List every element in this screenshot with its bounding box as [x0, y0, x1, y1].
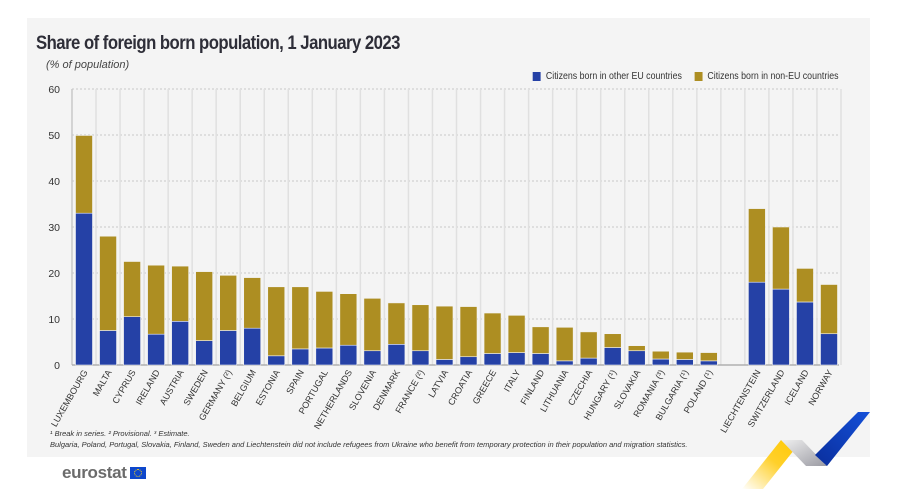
bar-non-eu [291, 286, 310, 350]
bar-eu [676, 359, 694, 366]
bar-non-eu [651, 350, 670, 360]
x-tick-label: MALTA [91, 368, 114, 398]
legend-label-eu: Citizens born in other EU countries [545, 71, 682, 82]
legend: Citizens born in other EU countries Citi… [532, 71, 838, 82]
bar-eu [99, 330, 117, 366]
bar-eu [748, 281, 766, 366]
bar-eu [531, 353, 550, 366]
bar-eu [627, 350, 646, 366]
bar-eu [75, 212, 93, 366]
bar-eu [435, 359, 454, 366]
bar-non-eu [171, 265, 189, 322]
bar-non-eu [435, 305, 454, 360]
y-tick-label: 0 [54, 360, 60, 372]
bar-eu [291, 348, 310, 366]
bar-non-eu [339, 293, 358, 346]
bar-non-eu [459, 306, 478, 358]
bar-eu [267, 355, 286, 366]
footnote-line-1: ¹ Break in series. ² Provisional. ³ Esti… [50, 429, 190, 438]
x-tick-label: LUXEMBOURG [49, 368, 90, 428]
footnote-line-2: Bulgaria, Poland, Portugal, Slovakia, Fi… [50, 440, 688, 449]
bar-non-eu [243, 277, 262, 329]
bar-eu [603, 347, 622, 366]
bar-eu [411, 350, 430, 366]
bar-non-eu [363, 297, 382, 352]
bar-eu [195, 340, 213, 366]
bar-eu [459, 356, 478, 366]
bar-non-eu [483, 312, 502, 354]
bar-eu [147, 333, 165, 366]
bar-eu [387, 343, 406, 366]
bar-non-eu [75, 135, 93, 214]
bar-non-eu [603, 333, 622, 348]
y-tick-label: 50 [48, 130, 60, 142]
bar-non-eu [99, 235, 117, 331]
bar-non-eu [219, 274, 237, 331]
y-tick-label: 10 [48, 314, 60, 326]
bar-non-eu [195, 271, 213, 341]
bar-eu [796, 301, 814, 366]
bar-eu [123, 316, 141, 366]
bar-non-eu [555, 326, 574, 362]
bar-eu [772, 288, 790, 366]
x-tick-label: NORWAY [806, 368, 834, 407]
y-tick-label: 40 [48, 176, 60, 188]
bar-eu [363, 350, 382, 366]
bar-eu [483, 353, 502, 366]
x-tick-label: ITALY [502, 368, 523, 394]
eu-flag-icon [129, 467, 146, 479]
legend-swatch-non-eu [693, 72, 702, 81]
bar-non-eu [748, 208, 766, 283]
eurostat-logo[interactable]: eurostat [62, 463, 146, 483]
legend-item-eu[interactable]: Citizens born in other EU countries [532, 71, 681, 82]
bar-eu [820, 333, 838, 366]
bar-eu [315, 347, 334, 366]
bar-non-eu [820, 284, 838, 335]
bar-non-eu [772, 226, 790, 290]
y-tick-label: 20 [48, 268, 60, 280]
logo-text: eurostat [62, 463, 127, 482]
bar-eu [651, 358, 670, 366]
bar-eu [339, 344, 358, 366]
bar-non-eu [796, 268, 814, 303]
bar-non-eu [267, 286, 286, 357]
footnotes: ¹ Break in series. ² Provisional. ³ Esti… [50, 428, 687, 450]
bar-non-eu [676, 351, 694, 360]
bar-non-eu [507, 315, 526, 353]
bar-non-eu [531, 326, 550, 354]
legend-swatch-eu [532, 72, 541, 81]
legend-label-non-eu: Citizens born in non-EU countries [706, 71, 838, 82]
bar-eu [219, 330, 237, 366]
chart-title: Share of foreign born population, 1 Janu… [36, 33, 400, 54]
bar-eu [700, 360, 718, 366]
x-tick-label: LATVIA [426, 368, 450, 399]
bar-non-eu [579, 331, 598, 359]
bar-eu [507, 352, 526, 366]
x-tick-label: ESTONIA [254, 368, 282, 407]
bar-non-eu [700, 352, 718, 362]
bar-non-eu [387, 302, 406, 345]
bar-non-eu [147, 264, 165, 335]
x-tick-label: GREECE [471, 368, 499, 406]
bar-non-eu [315, 291, 334, 349]
x-tick-label: SPAIN [284, 368, 306, 396]
bar-eu [243, 327, 262, 366]
y-tick-label: 60 [48, 84, 60, 96]
bar-eu [555, 360, 574, 366]
chart-subtitle: (% of population) [46, 59, 130, 71]
bar-non-eu [123, 261, 141, 318]
bar-eu [171, 320, 189, 366]
y-tick-label: 30 [48, 222, 60, 234]
bar-non-eu [411, 304, 430, 352]
bar-eu [579, 357, 598, 366]
bar-non-eu [627, 345, 646, 352]
legend-item-non-eu[interactable]: Citizens born in non-EU countries [693, 71, 838, 82]
